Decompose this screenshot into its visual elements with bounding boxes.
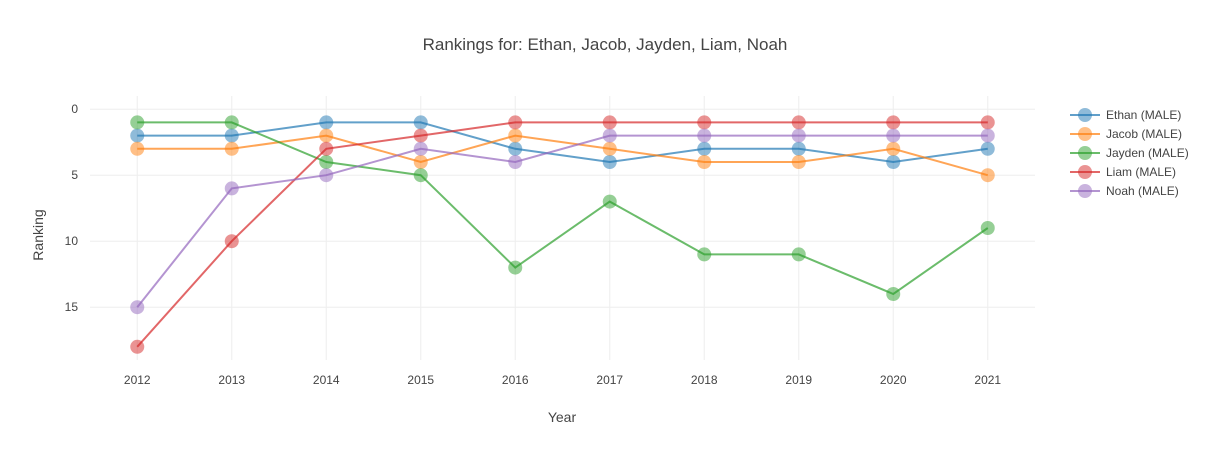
series-line — [136, 121, 988, 348]
legend-label: Noah (MALE) — [1106, 184, 1179, 198]
legend-item[interactable]: Liam (MALE) — [1070, 165, 1176, 179]
series-noah — [130, 128, 995, 315]
data-point — [508, 260, 523, 275]
x-tick-label: 2014 — [313, 373, 340, 387]
series-jacob — [130, 128, 995, 183]
y-tick-label: 5 — [71, 168, 78, 182]
data-point — [224, 181, 239, 196]
y-tick-label: 10 — [65, 234, 79, 248]
data-point — [791, 141, 806, 156]
legend-label: Jacob (MALE) — [1106, 127, 1182, 141]
series-liam — [130, 115, 995, 354]
data-point — [413, 128, 428, 143]
data-point — [130, 300, 145, 315]
legend-marker-icon — [1078, 146, 1092, 160]
data-point — [791, 115, 806, 130]
data-point — [130, 339, 145, 354]
legend-marker-icon — [1078, 165, 1092, 179]
x-tick-label: 2020 — [880, 373, 907, 387]
data-point — [319, 155, 334, 169]
x-tick-label: 2018 — [691, 373, 718, 387]
data-point — [508, 128, 523, 143]
x-tick-label: 2016 — [502, 373, 529, 387]
legend-marker-icon — [1078, 184, 1092, 198]
data-point — [224, 115, 239, 130]
data-point — [980, 168, 995, 183]
legend-marker-icon — [1078, 127, 1092, 141]
data-point — [886, 141, 901, 156]
data-point — [980, 141, 995, 156]
data-point — [319, 141, 334, 156]
data-point — [791, 155, 806, 169]
x-tick-label: 2017 — [596, 373, 623, 387]
data-point — [697, 115, 712, 130]
legend-item[interactable]: Noah (MALE) — [1070, 184, 1179, 198]
data-point — [130, 115, 145, 130]
data-point — [413, 141, 428, 156]
data-point — [319, 128, 334, 143]
data-point — [980, 221, 995, 235]
data-point — [224, 141, 239, 156]
x-tick-label: 2021 — [974, 373, 1001, 387]
data-point — [886, 287, 901, 301]
data-point — [319, 115, 334, 130]
data-point — [886, 115, 901, 130]
data-point — [130, 141, 145, 156]
data-point — [602, 194, 617, 209]
x-tick-label: 2012 — [124, 373, 151, 387]
data-point — [697, 128, 712, 143]
data-point — [602, 155, 617, 169]
data-point — [602, 141, 617, 156]
legend-item[interactable]: Jacob (MALE) — [1070, 127, 1182, 141]
data-point — [413, 168, 428, 183]
data-point — [602, 128, 617, 143]
data-point — [224, 234, 239, 249]
data-point — [130, 128, 145, 143]
x-tick-label: 2015 — [407, 373, 434, 387]
legend-marker-icon — [1078, 108, 1092, 122]
data-point — [980, 115, 995, 130]
data-point — [602, 115, 617, 130]
series-line — [136, 134, 988, 308]
legend-item[interactable]: Ethan (MALE) — [1070, 108, 1181, 122]
data-point — [791, 128, 806, 143]
chart-title: Rankings for: Ethan, Jacob, Jayden, Liam… — [423, 35, 788, 54]
y-tick-label: 0 — [71, 102, 78, 116]
legend-label: Ethan (MALE) — [1106, 108, 1181, 122]
x-tick-label: 2013 — [218, 373, 245, 387]
data-point — [224, 128, 239, 143]
legend-item[interactable]: Jayden (MALE) — [1070, 146, 1189, 160]
series-jayden — [130, 115, 995, 301]
legend-label: Jayden (MALE) — [1106, 146, 1189, 160]
data-point — [413, 115, 428, 130]
data-point — [886, 155, 901, 169]
legend-label: Liam (MALE) — [1106, 165, 1176, 179]
data-point — [508, 155, 523, 169]
data-point — [508, 141, 523, 156]
data-point — [319, 168, 334, 183]
data-point — [697, 247, 712, 262]
data-point — [508, 115, 523, 130]
data-point — [980, 128, 995, 143]
data-point — [413, 155, 428, 169]
y-axis-label: Ranking — [30, 209, 46, 260]
x-tick-label: 2019 — [785, 373, 812, 387]
series-line — [137, 121, 989, 296]
data-point — [886, 128, 901, 143]
data-point — [791, 247, 806, 262]
x-axis-label: Year — [548, 409, 577, 425]
data-point — [697, 155, 712, 169]
data-point — [697, 141, 712, 156]
y-tick-label: 15 — [65, 300, 79, 314]
